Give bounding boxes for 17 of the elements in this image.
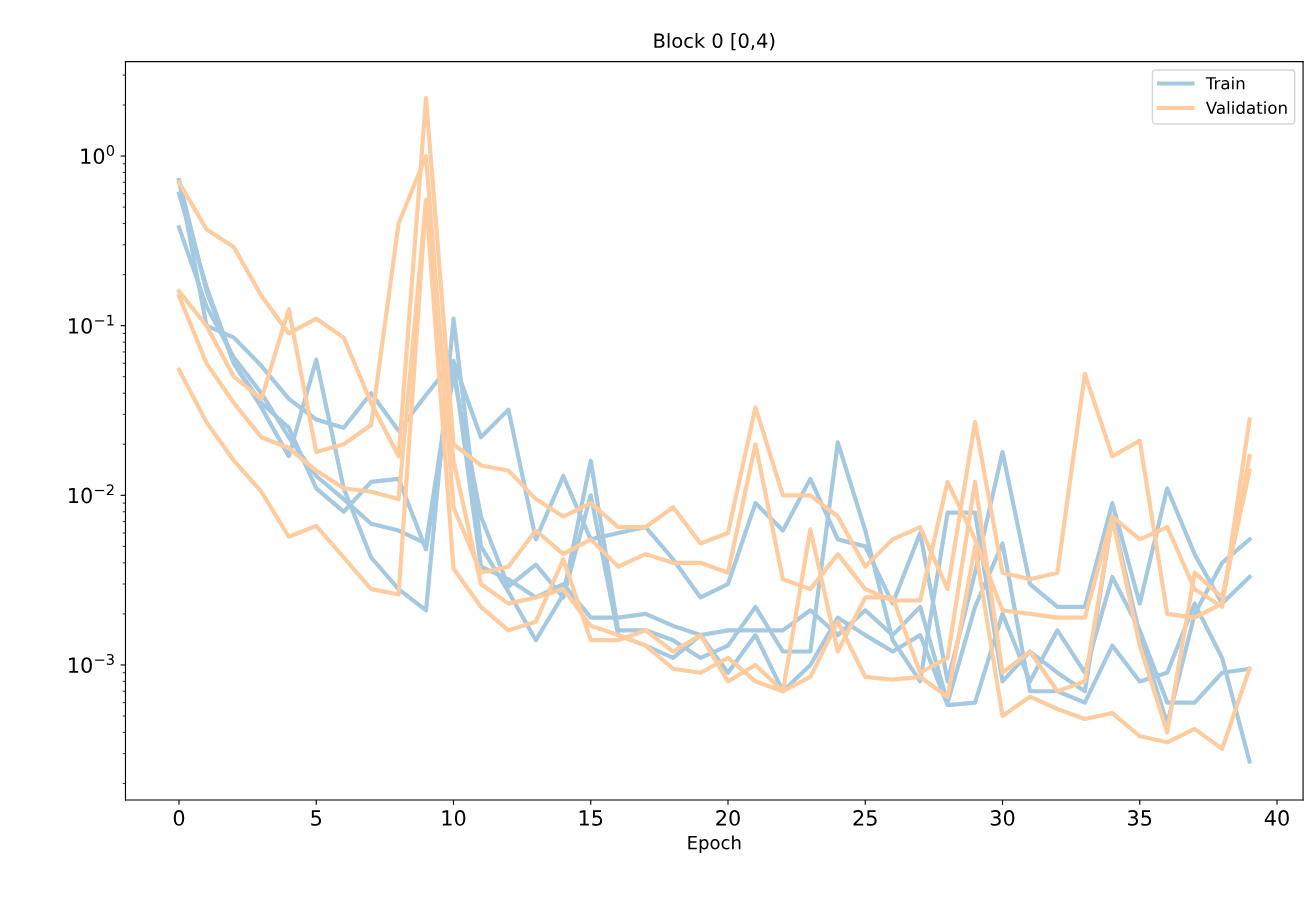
x-tick-label: 35 — [1128, 810, 1152, 826]
y-tick-label: 10$^{−1}$ — [69, 314, 114, 334]
legend-label: Train — [1205, 76, 1245, 90]
y-tick-label: 10$^{−2}$ — [69, 484, 114, 504]
x-tick-label: 5 — [311, 810, 322, 826]
y-tick-label: 10$^{0}$ — [81, 145, 115, 165]
legend-label: Validation — [1205, 101, 1287, 115]
x-axis-title: Epoch — [688, 835, 741, 853]
x-tick-label: 25 — [853, 810, 877, 826]
x-tick-label: 10 — [442, 810, 466, 826]
x-tick-label: 40 — [1264, 810, 1289, 826]
chart-title: Block 0 [0,4) — [654, 33, 775, 51]
x-tick-label: 15 — [579, 810, 603, 826]
x-tick-label: 20 — [716, 810, 740, 826]
y-tick-label: 10$^{−3}$ — [69, 653, 114, 674]
x-tick-label: 0 — [173, 810, 185, 826]
x-tick-label: 30 — [990, 810, 1015, 826]
